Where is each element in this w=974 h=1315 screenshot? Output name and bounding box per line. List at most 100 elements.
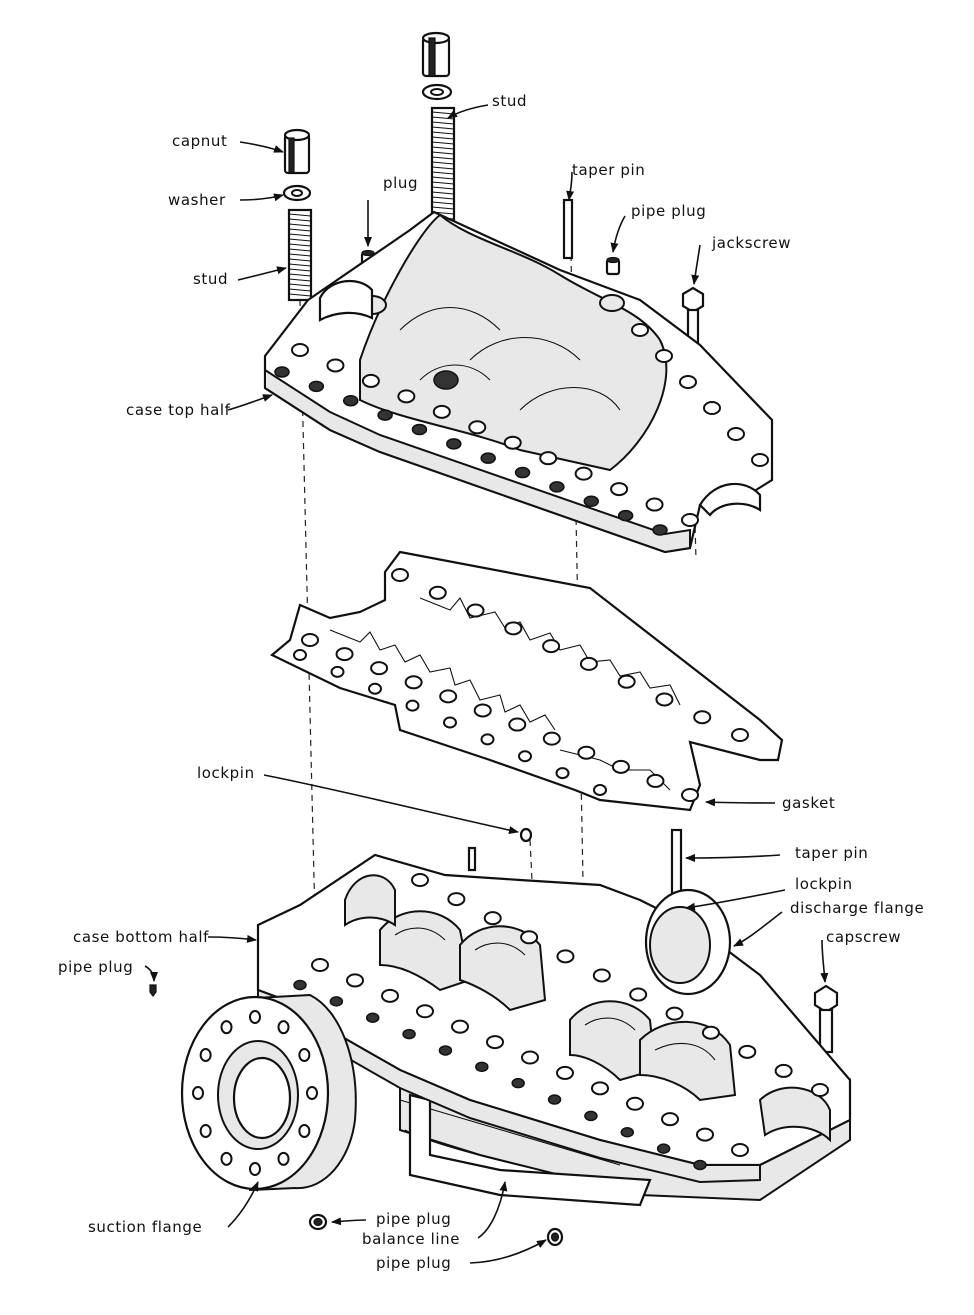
bolt-hole: [631, 323, 649, 337]
thread-line: [288, 223, 312, 227]
flange-bolt-hole: [192, 1086, 204, 1100]
label-capnut: capnut: [172, 132, 227, 150]
bolt-hole: [681, 788, 699, 802]
bolt-hole: [645, 497, 664, 512]
flange-bolt-hole: [277, 1020, 290, 1035]
bolt-hole: [584, 1110, 598, 1122]
label-balance-line: balance line: [362, 1230, 460, 1248]
thread-line: [431, 131, 455, 135]
bolt-hole: [438, 1045, 453, 1056]
label-plug: plug: [383, 174, 418, 192]
taper-pin-top: [562, 198, 574, 260]
bolt-hole: [293, 979, 307, 991]
bolt-hole: [370, 661, 389, 676]
bolt-hole: [626, 1096, 644, 1111]
bolt-hole: [411, 873, 429, 887]
washer-top: [421, 83, 453, 101]
pin-left-small: [467, 846, 477, 872]
bolt-hole: [611, 759, 630, 774]
bolt-hole: [542, 731, 561, 746]
bolt-hole: [593, 784, 607, 796]
label-case-top-half: case top half: [126, 401, 231, 419]
washer-left: [282, 184, 312, 202]
bolt-hole: [503, 435, 522, 450]
thread-line: [431, 121, 455, 125]
thread-line: [288, 268, 312, 272]
flange-bolt-hole: [220, 1020, 233, 1035]
bolt-hole: [451, 1019, 469, 1034]
bolt-hole: [693, 710, 712, 725]
gasket: [269, 550, 784, 812]
label-stud-left: stud: [193, 270, 228, 288]
flange-bolt-hole: [220, 1151, 233, 1166]
label-washer: washer: [168, 191, 226, 209]
thread-line: [288, 218, 312, 222]
label-discharge-flange: discharge flange: [790, 899, 924, 917]
label-jackscrew: jackscrew: [711, 234, 791, 252]
thread-line: [288, 243, 312, 247]
flange-bolt-hole: [249, 1162, 261, 1176]
labels: stud capnut washer stud plug taper pin p…: [58, 92, 924, 1272]
bolt-hole: [329, 996, 344, 1007]
bolt-hole: [811, 1083, 829, 1097]
bolt-hole: [301, 633, 319, 647]
bolt-hole: [443, 716, 457, 729]
thread-line: [431, 146, 455, 150]
bolt-hole: [416, 1004, 434, 1019]
bolt-hole: [468, 420, 487, 435]
thread-line: [288, 283, 312, 287]
bolt-hole: [486, 1035, 504, 1050]
bolt-hole: [521, 1050, 539, 1065]
bolt-hole: [346, 973, 364, 988]
capnut-top: [421, 31, 451, 78]
bolt-hole: [583, 495, 600, 508]
bolt-hole: [629, 987, 648, 1002]
thread-line: [431, 181, 455, 185]
case-top-half: [263, 210, 774, 554]
bolt-hole: [652, 524, 668, 536]
thread-line: [288, 273, 312, 277]
bolt-hole: [447, 892, 466, 907]
suction-flange: [180, 993, 357, 1192]
thread-line: [431, 116, 455, 120]
bolt-hole: [617, 674, 636, 689]
flange-bolt-hole: [298, 1124, 311, 1138]
bolt-hole: [774, 1063, 793, 1078]
bolt-hole: [701, 1025, 720, 1040]
thread-line: [288, 263, 312, 267]
label-suction-flange: suction flange: [88, 1218, 202, 1236]
bolt-hole: [381, 988, 399, 1003]
flange-bolt-hole: [199, 1048, 212, 1062]
bolt-hole: [365, 1012, 380, 1023]
label-case-bottom-half: case bottom half: [73, 928, 209, 946]
bolt-hole: [655, 349, 673, 363]
thread-line: [288, 228, 312, 232]
thread-line: [431, 166, 455, 170]
pipe-plug-bottom-part: [308, 1213, 328, 1231]
bolt-hole: [504, 621, 523, 636]
stud-left: [287, 208, 313, 302]
thread-line: [431, 171, 455, 175]
pipe-plug-bottom2-part: [546, 1227, 564, 1247]
label-pipe-plug-left: pipe plug: [58, 958, 133, 976]
thread-line: [288, 253, 312, 257]
thread-line: [288, 213, 312, 217]
bolt-hole: [681, 513, 699, 527]
bolt-hole: [475, 1061, 489, 1073]
bolt-hole: [556, 1065, 574, 1080]
thread-line: [288, 293, 312, 297]
capscrew: [813, 984, 839, 1054]
bolt-hole: [274, 366, 290, 378]
bolt-hole: [335, 647, 354, 662]
bolt-hole: [397, 389, 416, 404]
label-pipe-plug-bottom2: pipe plug: [376, 1254, 451, 1272]
thread-line: [288, 248, 312, 252]
bolt-hole: [577, 745, 596, 760]
thread-line: [431, 196, 455, 200]
leader-arrows: [144, 104, 829, 1264]
bolt-hole: [617, 509, 634, 522]
pipe-plug-top: [605, 256, 621, 276]
bolt-hole: [326, 358, 345, 373]
bolt-hole: [751, 453, 769, 467]
